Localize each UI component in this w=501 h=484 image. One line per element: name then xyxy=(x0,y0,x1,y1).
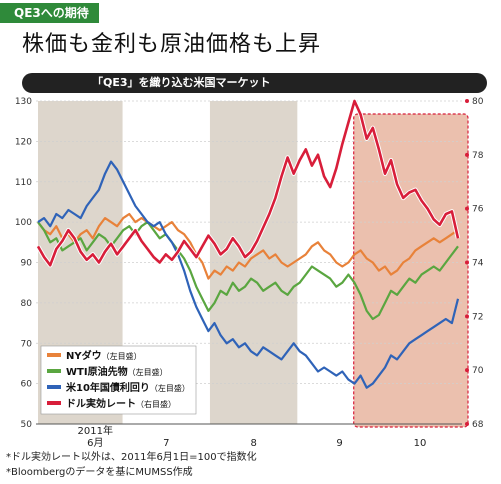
legend-label: WTI原油先物（左目盛） xyxy=(66,365,168,378)
right-tick-marker xyxy=(465,260,469,265)
topic-tag: QE3への期待 xyxy=(0,3,99,23)
left-tick-label: 70 xyxy=(21,339,33,349)
legend-swatch xyxy=(47,353,61,357)
right-tick-marker xyxy=(465,206,469,211)
left-tick-label: 100 xyxy=(15,218,32,228)
left-tick-label: 60 xyxy=(21,380,33,390)
right-tick-label: 78 xyxy=(472,151,484,161)
legend: NYダウ（左目盛） WTI原油先物（左目盛） 米10年国債利回り（左目盛） ドル実効レ… xyxy=(40,345,197,415)
us10y-line xyxy=(37,160,460,389)
note-index-basis: *ドル実効レート以外は、2011年6月1日=100で指数化 xyxy=(6,452,257,463)
x-tick-label: 2011年 xyxy=(78,424,113,437)
left-tick-label: 120 xyxy=(15,137,32,147)
legend-axis-note: （左目盛） xyxy=(102,351,142,361)
right-tick-marker xyxy=(465,368,469,373)
wti-line xyxy=(37,221,459,321)
right-tick-marker xyxy=(465,314,469,319)
legend-axis-note: （左目盛） xyxy=(128,367,168,377)
x-tick-label: 7 xyxy=(163,438,169,449)
right-tick-label: 76 xyxy=(472,205,484,215)
x-tick-label: 6月 xyxy=(87,437,103,449)
source-notes: *ドル実効レート以外は、2011年6月1日=100で指数化 *Bloomberg… xyxy=(6,450,257,480)
legend-swatch xyxy=(47,401,61,405)
legend-axis-note: （右目盛） xyxy=(136,399,176,409)
headline: 株価も金利も原油価格も上昇 xyxy=(22,32,322,57)
left-tick-label: 50 xyxy=(21,420,33,430)
qe3-highlight-period xyxy=(353,113,469,428)
note-source: *Bloombergのデータを基にMUMSS作成 xyxy=(6,467,193,478)
left-axis: 50 60 70 80 90 100 110 120 130 xyxy=(15,97,32,430)
legend-swatch xyxy=(47,369,61,373)
usd-effective-line xyxy=(36,99,460,267)
right-tick-label: 74 xyxy=(472,259,484,269)
x-tick-label: 8 xyxy=(250,438,256,449)
legend-swatch xyxy=(47,385,61,389)
right-tick-label: 80 xyxy=(472,97,484,107)
ny-dow-line xyxy=(37,212,459,280)
right-axis: 68 70 72 74 76 78 80 xyxy=(465,97,484,430)
left-tick-label: 130 xyxy=(15,97,32,107)
left-tick-label: 90 xyxy=(21,259,33,269)
x-tick-label: 10 xyxy=(414,438,427,449)
legend-label: ドル実効レート（右目盛） xyxy=(66,397,176,410)
series-lines xyxy=(36,98,461,389)
right-tick-label: 72 xyxy=(472,312,483,322)
left-tick-label: 110 xyxy=(15,178,32,188)
right-tick-marker xyxy=(465,152,469,157)
left-tick-label: 80 xyxy=(21,299,33,309)
legend-label: NYダウ（左目盛） xyxy=(66,349,142,362)
legend-box xyxy=(40,345,197,415)
right-tick-label: 70 xyxy=(472,366,484,376)
x-tick-label: 9 xyxy=(336,438,342,449)
right-tick-label: 68 xyxy=(472,420,484,430)
right-tick-marker xyxy=(465,422,469,426)
grid-lines xyxy=(36,100,462,425)
legend-axis-note: （左目盛） xyxy=(150,383,190,393)
x-axis: 2011年6月 7 8 9 10 xyxy=(78,424,427,449)
legend-label: 米10年国債利回り（左目盛） xyxy=(66,381,190,394)
right-tick-marker xyxy=(465,99,469,103)
chart-title: 「QE3」を織り込む米国マーケット xyxy=(22,73,487,93)
